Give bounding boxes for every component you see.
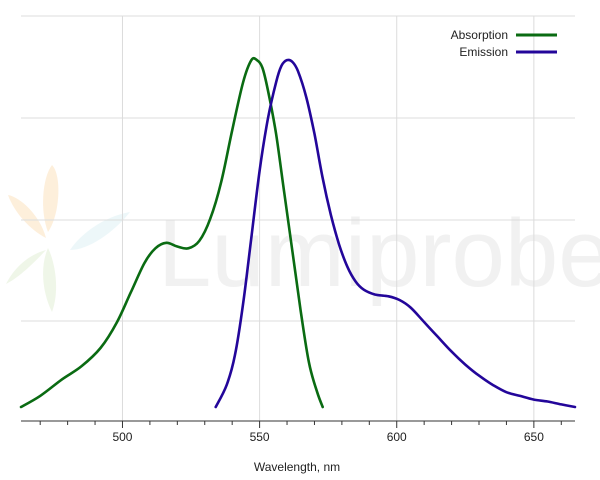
x-tick-label: 550: [250, 430, 270, 444]
x-axis-title: Wavelength, nm: [254, 460, 340, 474]
x-tick-label: 500: [112, 430, 132, 444]
emission-series-line: [214, 58, 577, 409]
legend-label-emission: Emission: [459, 45, 508, 59]
legend-label-absorption: Absorption: [451, 28, 508, 42]
watermark-text: Lumiprobe: [158, 200, 600, 307]
grid: [21, 15, 575, 421]
series-layer: [19, 56, 577, 409]
x-axis: 500 550 600 650: [21, 420, 575, 444]
x-tick-label: 650: [524, 430, 544, 444]
absorption-series-line: [19, 56, 324, 409]
legend: Absorption Emission: [451, 28, 557, 59]
x-tick-label: 600: [387, 430, 407, 444]
lumiprobe-logo: Lumiprobe: [6, 165, 600, 312]
